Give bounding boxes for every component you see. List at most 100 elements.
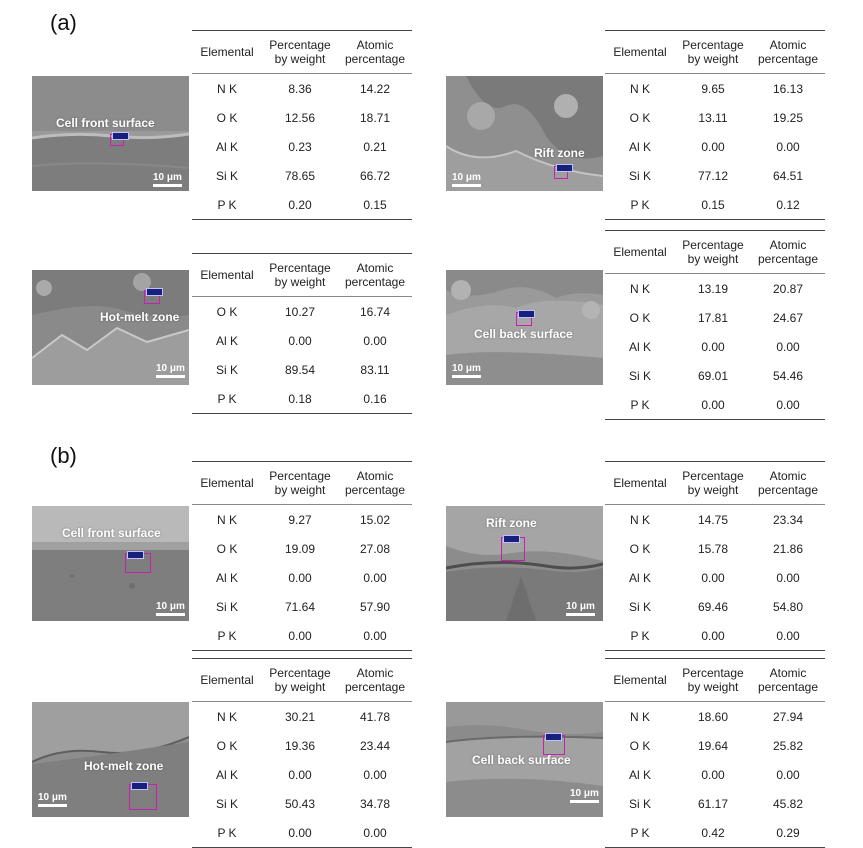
scale-bar: 10 μm (156, 601, 185, 616)
table-row: P K 0.00 0.00 (605, 621, 825, 651)
table-row: N K 8.36 14.22 (216, 81, 391, 96)
table-row: N K 13.19 20.87 (629, 281, 804, 296)
roi-marker (125, 551, 151, 573)
table-row: Si K 77.12 64.51 (628, 168, 804, 183)
sem-label: Hot-melt zone (84, 759, 164, 773)
col-header: Percentage by weight (262, 658, 338, 702)
table-row: O K 19.36 23.44 (216, 738, 391, 753)
scale-bar: 10 μm (153, 172, 182, 187)
scale-label: 10 μm (570, 788, 599, 799)
scale-label: 10 μm (156, 363, 185, 374)
roi-marker (110, 132, 129, 146)
sem-image-b-front: Cell front surface 10 μm (32, 506, 189, 621)
table-row: N K 18.60 27.94 (629, 709, 804, 724)
scale-bar: 10 μm (452, 172, 481, 187)
scale-label: 10 μm (452, 172, 481, 183)
eds-table-a-rift: Elemental Percentage by weight Atomic pe… (605, 30, 825, 220)
col-header: Atomic percentage (338, 658, 412, 702)
scale-label: 10 μm (156, 601, 185, 612)
table-row: P K 0.00 0.00 (605, 390, 825, 420)
col-header: Percentage by weight (262, 253, 338, 297)
col-header: Elemental (605, 30, 675, 74)
roi-marker (516, 310, 535, 326)
col-header: Percentage by weight (675, 461, 751, 505)
scale-bar: 10 μm (156, 363, 185, 378)
table-row: Al K 0.00 0.00 (628, 767, 800, 782)
table-row: O K 12.56 18.71 (216, 110, 391, 125)
roi-marker (554, 164, 573, 179)
scale-label: 10 μm (153, 172, 182, 183)
eds-table-a-back: Elemental Percentage by weight Atomic pe… (605, 230, 825, 420)
table-row: Si K 69.46 54.80 (628, 599, 804, 614)
col-header: Percentage by weight (675, 230, 751, 274)
table-row: P K 0.00 0.00 (192, 818, 412, 848)
roi-marker (144, 288, 163, 304)
table-row: N K 9.27 15.02 (216, 512, 391, 527)
table-row: Al K 0.00 0.00 (628, 570, 800, 585)
eds-table-a-front: Elemental Percentage by weight Atomic pe… (192, 30, 412, 220)
col-header: Elemental (605, 461, 675, 505)
eds-table-a-hotmelt: Elemental Percentage by weight Atomic pe… (192, 253, 412, 414)
sem-image-b-hotmelt: Hot-melt zone 10 μm (32, 702, 189, 817)
table-row: Si K 71.64 57.90 (215, 599, 391, 614)
scale-bar: 10 μm (452, 363, 481, 378)
sem-label: Cell front surface (62, 526, 161, 540)
col-header: Percentage by weight (675, 30, 751, 74)
scale-label: 10 μm (38, 792, 67, 803)
roi-marker (129, 782, 157, 810)
col-header: Percentage by weight (262, 461, 338, 505)
section-label-a: (a) (50, 10, 77, 35)
table-row: Al K 0.00 0.00 (628, 339, 800, 354)
scale-bar: 10 μm (570, 788, 599, 803)
sem-image-b-rift: Rift zone 10 μm (446, 506, 603, 621)
table-row: P K 0.00 0.00 (192, 621, 412, 651)
table-row: Si K 61.17 45.82 (628, 796, 804, 811)
table-row: P K 0.20 0.15 (192, 190, 412, 220)
col-header: Elemental (192, 658, 262, 702)
col-header: Percentage by weight (675, 658, 751, 702)
col-header: Percentage by weight (262, 30, 338, 74)
table-row: N K 9.65 16.13 (629, 81, 804, 96)
scale-bar: 10 μm (38, 792, 67, 807)
table-row: Si K 78.65 66.72 (215, 168, 391, 183)
col-header: Elemental (192, 461, 262, 505)
table-row: O K 19.64 25.82 (629, 738, 804, 753)
sem-label: Cell back surface (474, 327, 573, 341)
eds-table-b-back: Elemental Percentage by weight Atomic pe… (605, 658, 825, 848)
col-header: Elemental (192, 253, 262, 297)
col-header: Elemental (605, 230, 675, 274)
section-label-b: (b) (50, 443, 77, 468)
col-header: Elemental (192, 30, 262, 74)
scale-label: 10 μm (452, 363, 481, 374)
table-row: Al K 0.00 0.00 (215, 570, 387, 585)
roi-marker (543, 733, 565, 755)
table-row: Si K 69.01 54.46 (628, 368, 804, 383)
table-row: Si K 89.54 83.11 (215, 362, 390, 377)
sem-image-a-hotmelt: Hot-melt zone 10 μm (32, 270, 189, 385)
table-row: Si K 50.43 34.78 (215, 796, 391, 811)
table-row: N K 14.75 23.34 (629, 512, 804, 527)
col-header: Atomic percentage (338, 461, 412, 505)
col-header: Atomic percentage (751, 230, 825, 274)
col-header: Atomic percentage (338, 253, 412, 297)
sem-image-b-back: Cell back surface 10 μm (446, 702, 603, 817)
sem-image-a-rift: Rift zone 10 μm (446, 76, 603, 191)
table-row: Al K 0.00 0.00 (628, 139, 800, 154)
table-row: P K 0.42 0.29 (605, 818, 825, 848)
table-row: O K 15.78 21.86 (629, 541, 804, 556)
scale-label: 10 μm (566, 601, 595, 612)
col-header: Elemental (605, 658, 675, 702)
table-row: N K 30.21 41.78 (216, 709, 391, 724)
table-row: Al K 0.23 0.21 (215, 139, 387, 154)
roi-marker (501, 535, 525, 561)
sem-image-a-front: Cell front surface 10 μm (32, 76, 189, 191)
table-row: O K 17.81 24.67 (629, 310, 804, 325)
sem-label: Cell front surface (56, 116, 155, 130)
table-row: O K 10.27 16.74 (216, 304, 391, 319)
col-header: Atomic percentage (751, 461, 825, 505)
table-row: P K 0.18 0.16 (192, 384, 412, 414)
sem-image-a-back: Cell back surface 10 μm (446, 270, 603, 385)
scale-bar: 10 μm (566, 601, 595, 616)
col-header: Atomic percentage (751, 30, 825, 74)
col-header: Atomic percentage (338, 30, 412, 74)
